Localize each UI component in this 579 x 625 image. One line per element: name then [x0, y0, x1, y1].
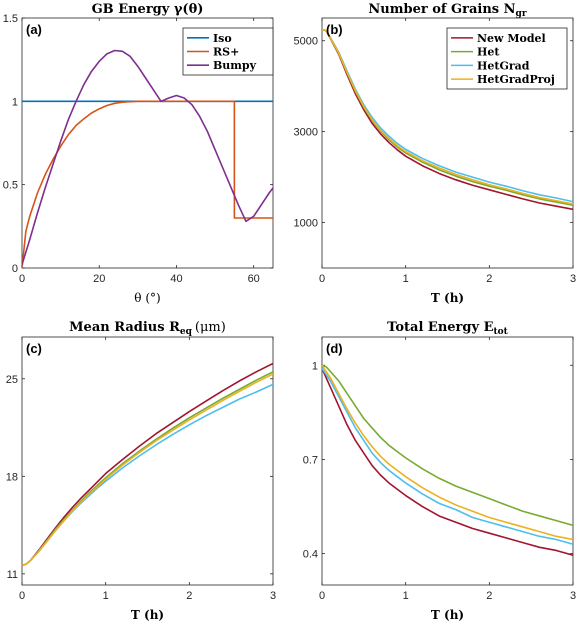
y-tick-label: 0.7	[303, 454, 318, 466]
panel-label: (a)	[26, 22, 42, 37]
x-axis-label: T (h)	[431, 291, 464, 305]
x-tick-label: 3	[270, 590, 276, 602]
chart-title-unit: (μm)	[195, 320, 226, 335]
chart-title: Number of Grains Ngr	[368, 2, 526, 19]
chart-title: Total Energy Etot	[387, 320, 508, 337]
y-tick-label: 0	[12, 263, 18, 275]
y-tick-label: 1	[12, 96, 18, 108]
axes-box	[321, 17, 574, 269]
series-line-hetgradproj	[322, 364, 573, 541]
panel-label: (b)	[326, 22, 343, 37]
chart-title-main: Number of Grains N	[368, 2, 515, 17]
legend-entry: HetGrad	[477, 59, 530, 72]
panel-label: (d)	[326, 341, 343, 356]
x-axis-label: T (h)	[431, 608, 464, 622]
y-tick-label: 0.5	[3, 180, 18, 192]
series-line-new-model	[322, 368, 573, 556]
legend-entry: Bumpy	[213, 59, 257, 72]
chart-title-main: Total Energy E	[387, 320, 493, 335]
chart-title-subscript: gr	[516, 9, 527, 19]
x-tick-label: 3	[570, 273, 576, 285]
series-line-hetgradproj	[22, 373, 273, 567]
x-tick-label: 0	[19, 273, 25, 285]
legend-entry: Iso	[213, 32, 232, 45]
x-tick-label: 1	[403, 590, 409, 602]
chart-panel-3: 0 1 2 3 0.4 0.7 1 (d) Total Energy Etot T (h)	[303, 320, 576, 622]
x-tick-label: 0	[319, 273, 325, 285]
chart-panel-0: 0 20 40 60 0 0.5 1 1.5 (a) GB Energy γ(θ) θ (°) Iso…	[3, 2, 274, 305]
x-axis-label: T (h)	[131, 608, 164, 622]
legend-entry: Het	[477, 46, 500, 59]
x-tick-label: 0	[19, 590, 25, 602]
chart-title-subscript: tot	[493, 327, 508, 337]
y-tick-label: 11	[7, 569, 18, 581]
x-axis-label: θ (°)	[134, 291, 160, 305]
x-tick-label: 20	[93, 273, 105, 285]
series-line-het	[322, 364, 573, 527]
series-line-rs-	[22, 100, 273, 268]
chart-title-main: Mean Radius R	[69, 320, 180, 335]
x-tick-label: 40	[170, 273, 182, 285]
x-tick-label: 1	[103, 590, 109, 602]
panel-label: (c)	[26, 341, 42, 356]
chart-panel-1: 0 1 2 3 1000 3000 5000 (b) Number of Grains Ngr T…	[294, 2, 577, 305]
x-tick-label: 2	[486, 273, 492, 285]
x-tick-label: 2	[186, 590, 192, 602]
series-line-hetgrad	[322, 367, 573, 545]
axes-box	[321, 336, 574, 586]
y-tick-label: 25	[6, 374, 18, 386]
y-tick-label: 5000	[294, 36, 318, 48]
legend-entry: New Model	[477, 32, 546, 45]
chart-title-subscript: eq	[180, 327, 193, 337]
chart-panel-2: 0 1 2 3 11 18 25 (c) Mean Radius Req (μm) T (h)	[6, 320, 276, 622]
x-tick-label: 60	[248, 273, 260, 285]
y-tick-label: 1	[312, 360, 318, 372]
y-tick-label: 1.5	[3, 13, 18, 25]
series-line-hetgrad	[22, 383, 273, 567]
x-tick-label: 3	[570, 590, 576, 602]
series-line-hetgradproj	[322, 28, 573, 205]
legend-entry: RS+	[213, 46, 239, 59]
chart-title: GB Energy γ(θ)	[92, 2, 204, 17]
chart-title: Mean Radius Req (μm)	[69, 320, 226, 337]
y-tick-label: 0.4	[303, 549, 318, 561]
series-line-bumpy	[22, 49, 273, 265]
x-tick-label: 0	[319, 590, 325, 602]
axes-box	[21, 336, 274, 586]
chart-title-main: GB Energy γ(θ)	[92, 2, 204, 17]
x-tick-label: 1	[403, 273, 409, 285]
legend-entry: HetGradProj	[477, 73, 555, 86]
y-tick-label: 1000	[294, 218, 318, 230]
y-tick-label: 18	[6, 471, 18, 483]
axes-box	[21, 17, 274, 269]
x-tick-label: 2	[486, 590, 492, 602]
y-tick-label: 3000	[294, 127, 318, 139]
